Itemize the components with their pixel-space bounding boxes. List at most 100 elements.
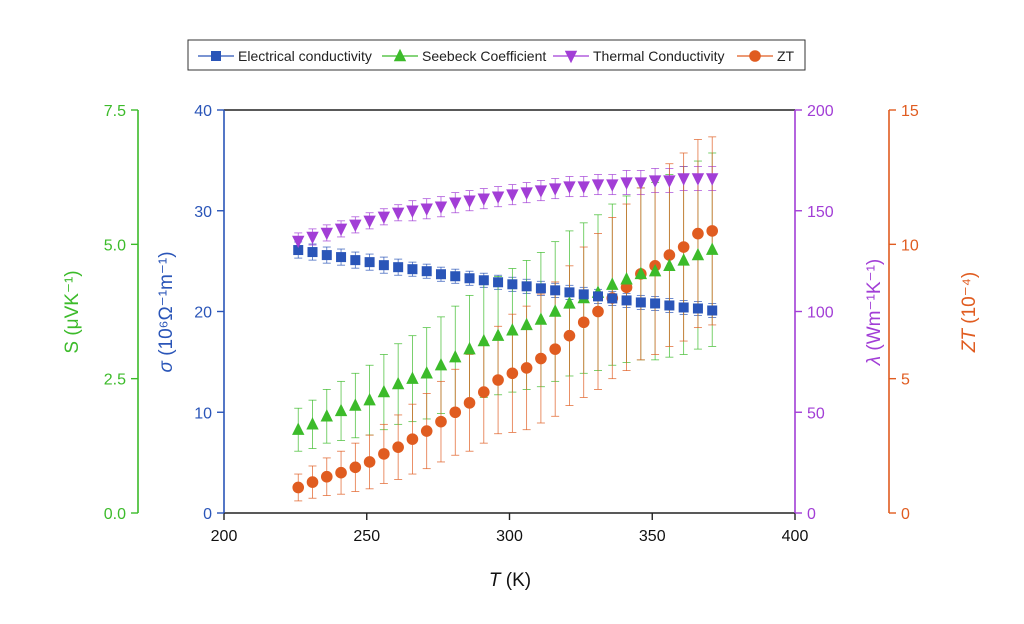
sigma-tick-label: 0 <box>203 506 212 523</box>
legend-box <box>187 39 806 71</box>
legend: Electrical conductivity Seebeck Coefficie… <box>187 39 806 71</box>
lambda-axis-title: λ (Wm⁻¹K⁻¹) <box>864 259 885 366</box>
lambda-tick-label: 100 <box>807 305 834 322</box>
seebeck-coefficient-point <box>434 358 448 371</box>
x-tick-label: 250 <box>353 528 380 545</box>
electrical-conductivity-point <box>293 245 304 256</box>
legend-zt-label: ZT <box>777 48 795 64</box>
axes-group: 200 250 300 350 4000.02.55.07.50102030400501… <box>104 103 919 545</box>
thermal-conductivity-point <box>391 207 405 220</box>
zt-point <box>349 461 362 474</box>
thermal-conductivity-point <box>449 197 462 210</box>
thermal-conductivity-point <box>591 179 605 192</box>
zt-point <box>592 305 604 318</box>
zt-point <box>492 374 504 386</box>
zt-point <box>335 466 347 479</box>
legend-zt-marker <box>749 50 761 62</box>
seebeck-coefficient-point <box>648 264 662 277</box>
electrical-conductivity-point <box>407 264 418 275</box>
thermal-conductivity-point <box>334 223 348 237</box>
zt-point <box>563 329 576 342</box>
lambda-tick-label: 0 <box>807 506 816 523</box>
thermal-conductivity-point <box>349 219 362 233</box>
seebeck-coefficient-point <box>449 349 462 363</box>
seebeck-coefficient-point <box>420 366 433 379</box>
electrical-conductivity-point <box>664 300 675 311</box>
zt-point <box>506 367 519 380</box>
seebeck-coefficient-point <box>663 258 676 272</box>
x-tick-label: 300 <box>496 528 523 545</box>
x-axis-title: T (K) <box>489 570 531 591</box>
thermal-conductivity-point <box>363 215 376 229</box>
electrical-conductivity-point <box>336 252 347 263</box>
seebeck-coefficient-point <box>506 323 519 336</box>
seebeck-coefficient-point <box>334 403 348 417</box>
seebeck-coefficient-point <box>292 422 305 435</box>
seebeck-coefficient-point <box>520 317 533 331</box>
thermal-conductivity-point <box>606 179 619 192</box>
zt-point <box>663 249 676 261</box>
electrical-conductivity-point <box>321 250 332 261</box>
electrical-conductivity-point <box>692 303 703 314</box>
seebeck-coefficient-point <box>534 312 548 325</box>
electrical-conductivity-point <box>378 260 389 271</box>
zt-axis-title-unit: (10⁻⁴) <box>959 272 980 329</box>
thermal-conductivity-point <box>463 195 476 208</box>
thermal-conductivity-point <box>406 205 419 218</box>
thermal-conductivity-point <box>320 227 333 241</box>
seebeck-axis-title: S (μVK⁻¹) <box>62 270 83 353</box>
electrical-conductivity-point <box>564 287 575 298</box>
sigma-axis-title-symbol: σ <box>156 360 177 373</box>
seebeck-coefficient-point <box>706 242 719 255</box>
seebeck-coefficient-point <box>363 392 376 406</box>
legend-thermal-conductivity-marker <box>564 50 578 64</box>
zt-point <box>363 456 376 468</box>
seebeck-coefficient-point <box>691 247 705 261</box>
zt-point <box>706 225 719 237</box>
legend-items: Electrical conductivity Seebeck Coefficie… <box>198 48 795 64</box>
electrical-conductivity-point <box>507 279 518 290</box>
seebeck-coefficient-point <box>463 341 476 355</box>
seebeck-coefficient-point <box>349 398 362 411</box>
thermal-conductivity-point <box>491 191 505 204</box>
thermal-conductivity-point <box>663 175 676 188</box>
zt-point <box>692 227 704 240</box>
legend-thermal-conductivity-label: Thermal Conductivity <box>593 48 725 64</box>
error-bars-group <box>294 136 717 502</box>
x-tick-label: 400 <box>782 528 809 545</box>
zt-point <box>306 476 319 488</box>
seebeck-tick-label: 2.5 <box>104 372 126 389</box>
thermal-conductivity-point <box>534 185 548 198</box>
zt-tick-label: 10 <box>901 237 919 254</box>
thermal-conductivity-point <box>520 187 533 200</box>
seebeck-coefficient-point <box>377 384 391 398</box>
seebeck-coefficient-point <box>620 272 633 285</box>
zt-point <box>478 386 490 398</box>
electrical-conductivity-point <box>350 255 361 266</box>
electrical-conductivity-point <box>450 271 461 282</box>
zt-point <box>392 441 404 453</box>
seebeck-coefficient-point <box>406 371 419 384</box>
zt-point <box>435 415 447 428</box>
lambda-axis-title-symbol: λ <box>864 356 885 366</box>
electrical-conductivity-point <box>464 273 475 284</box>
electrical-conductivity-point <box>535 283 546 294</box>
x-axis-title-symbol: T <box>489 570 502 591</box>
seebeck-coefficient-point <box>306 417 319 430</box>
zt-point <box>320 470 333 483</box>
electrical-conductivity-point <box>521 281 532 292</box>
zt-point <box>449 406 462 419</box>
legend-seebeck-coefficient-label: Seebeck Coefficient <box>422 48 546 64</box>
markers-group <box>292 173 719 494</box>
x-tick-label: 200 <box>211 528 238 545</box>
seebeck-coefficient-point <box>606 277 619 290</box>
sigma-axis-title-unit: (10⁶Ω⁻¹m⁻¹) <box>156 251 177 361</box>
zt-tick-label: 5 <box>901 372 910 389</box>
thermal-conductivity-point <box>706 173 719 186</box>
zt-point <box>378 448 390 460</box>
lambda-tick-label: 200 <box>807 103 834 120</box>
thermal-conductivity-point <box>477 193 491 206</box>
lambda-tick-label: 50 <box>807 405 825 422</box>
thermal-conductivity-point <box>620 177 633 190</box>
